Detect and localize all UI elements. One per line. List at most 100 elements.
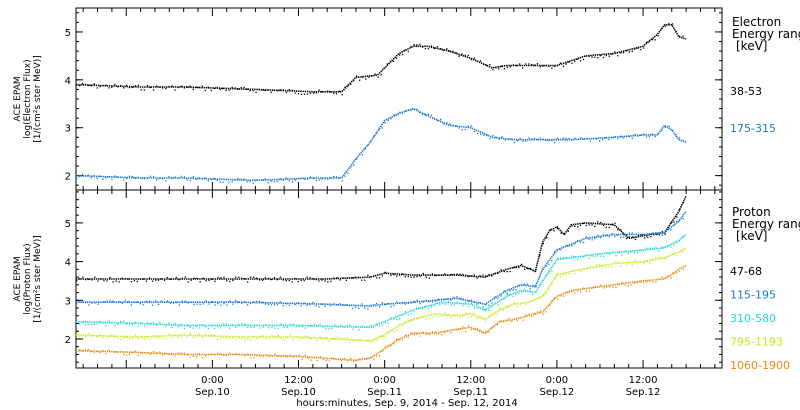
data-point <box>168 353 170 356</box>
data-point <box>145 300 148 303</box>
data-point <box>343 337 345 339</box>
data-point <box>571 225 573 227</box>
data-point <box>228 89 230 91</box>
data-point <box>295 325 297 328</box>
data-point <box>509 293 511 295</box>
data-point <box>606 286 608 288</box>
data-point <box>386 63 388 65</box>
data-point <box>358 329 360 331</box>
data-point <box>588 238 590 240</box>
data-point <box>291 181 293 183</box>
data-point <box>678 35 681 38</box>
data-point <box>568 257 570 259</box>
data-point <box>259 327 261 329</box>
data-point <box>201 85 203 87</box>
data-point <box>434 315 437 317</box>
y-tick-label: 5 <box>65 28 71 39</box>
data-point <box>525 63 527 65</box>
data-point <box>658 256 660 258</box>
data-point <box>81 322 84 324</box>
data-point <box>410 313 412 315</box>
data-point <box>676 241 678 244</box>
data-point <box>127 278 129 280</box>
data-point <box>535 269 537 271</box>
data-point <box>370 324 372 327</box>
data-point <box>532 270 534 272</box>
data-point <box>559 139 562 141</box>
data-point <box>526 290 529 292</box>
data-point <box>446 122 448 124</box>
data-point <box>401 324 404 326</box>
data-point <box>238 337 240 339</box>
data-point <box>108 176 110 178</box>
data-point <box>210 353 213 356</box>
data-point <box>310 338 312 340</box>
data-point <box>416 317 418 319</box>
data-point <box>482 316 484 319</box>
data-point <box>554 262 556 265</box>
data-point <box>258 179 260 181</box>
data-point <box>81 349 84 352</box>
data-point <box>376 323 378 326</box>
data-point <box>539 284 541 286</box>
data-point <box>114 351 116 353</box>
data-point <box>93 351 95 354</box>
data-point <box>430 114 433 116</box>
data-point <box>682 35 684 37</box>
data-point <box>467 306 470 308</box>
data-point <box>644 237 646 239</box>
data-point <box>183 87 185 89</box>
data-point <box>225 89 227 91</box>
data-point <box>282 179 284 181</box>
data-point <box>565 137 567 140</box>
data-point <box>183 176 185 178</box>
data-point <box>586 267 588 269</box>
data-point <box>512 295 514 297</box>
data-point <box>465 330 467 332</box>
data-point <box>441 298 443 300</box>
data-point <box>152 322 155 324</box>
data-point <box>602 224 605 226</box>
data-point <box>667 226 669 228</box>
data-point <box>174 322 176 325</box>
data-point <box>134 334 136 336</box>
data-point <box>476 317 478 320</box>
data-point <box>134 321 136 324</box>
data-point <box>422 331 424 333</box>
data-point <box>649 247 651 249</box>
data-point <box>594 256 596 258</box>
data-point <box>488 273 490 276</box>
data-point <box>452 50 454 53</box>
y-axis-label-line: ACE EPAM <box>13 76 23 121</box>
data-point <box>81 173 84 175</box>
data-point <box>137 325 139 327</box>
data-point <box>467 316 470 318</box>
data-point <box>223 337 225 339</box>
x-tick-time: 0:00 <box>373 375 395 386</box>
data-point <box>241 277 243 279</box>
data-point <box>250 326 252 328</box>
data-point <box>96 336 98 338</box>
data-point <box>353 80 355 82</box>
data-point <box>295 355 297 357</box>
data-point <box>456 329 458 331</box>
data-point <box>571 255 573 257</box>
data-point <box>335 176 338 178</box>
data-point <box>331 338 333 340</box>
data-point <box>645 136 648 138</box>
data-point <box>500 65 503 67</box>
data-point <box>404 110 406 112</box>
data-point <box>364 307 366 309</box>
data-point <box>595 138 598 140</box>
data-point <box>298 338 300 340</box>
data-point <box>340 359 343 361</box>
data-point <box>568 61 570 63</box>
data-point <box>331 327 333 330</box>
data-point <box>229 300 231 302</box>
data-point <box>108 87 110 89</box>
data-point <box>340 324 342 327</box>
data-point <box>156 179 158 181</box>
data-point <box>612 286 614 289</box>
data-point <box>399 339 401 341</box>
data-point <box>602 56 605 59</box>
